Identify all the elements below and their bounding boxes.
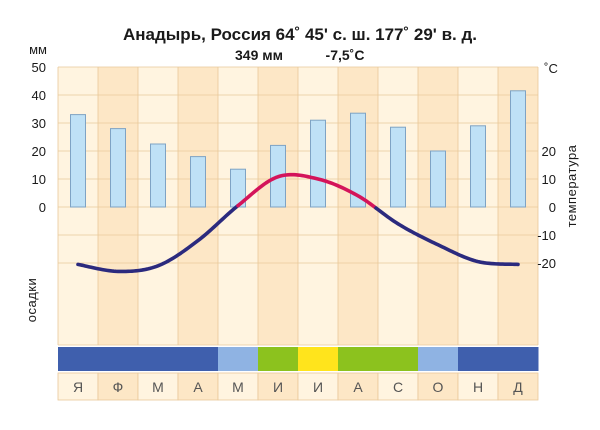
precipitation-axis-title: осадки <box>24 278 39 323</box>
month-label-cell <box>137 372 179 401</box>
month-label-cell <box>337 372 379 401</box>
season-band-cell <box>418 347 459 371</box>
precipitation-bar <box>390 126 406 208</box>
precipitation-bar <box>430 150 446 208</box>
precipitation-axis: 50 40 30 20 10 0 <box>32 60 46 215</box>
month-label-cell <box>417 372 459 401</box>
month-label-cell <box>377 372 419 401</box>
season-band-cell <box>258 347 299 371</box>
precipitation-bar <box>510 90 526 208</box>
temperature-tick-label: -10 <box>537 228 556 243</box>
precipitation-tick-label: 50 <box>32 60 46 75</box>
temperature-tick-label: -20 <box>537 256 556 271</box>
season-band-cell <box>458 347 499 371</box>
month-label: О <box>433 379 444 395</box>
temperature-tick-label: 10 <box>542 172 556 187</box>
precipitation-bar <box>70 114 86 208</box>
month-label: И <box>313 379 323 395</box>
month-label: С <box>393 379 403 395</box>
month-label: А <box>193 379 203 395</box>
temperature-line-below-zero <box>374 206 520 267</box>
precipitation-tick-label: 40 <box>32 88 46 103</box>
precipitation-bar <box>110 128 126 208</box>
temperature-unit: ˚C <box>544 61 558 76</box>
temperature-axis-title: температура <box>564 144 579 227</box>
month-label: Я <box>73 379 83 395</box>
season-band <box>58 347 539 371</box>
precipitation-tick-label: 30 <box>32 116 46 131</box>
month-label-cell <box>497 372 539 401</box>
temperature-axis: 20 10 0 -10 -20 <box>537 144 556 271</box>
precipitation-bar <box>150 143 166 208</box>
temperature-line-below-zero <box>76 203 240 274</box>
month-label: М <box>152 379 164 395</box>
season-band-cell <box>138 347 179 371</box>
season-band-cell <box>58 347 99 371</box>
precipitation-bar <box>190 156 206 208</box>
precipitation-bar <box>350 112 366 208</box>
temperature-tick-label: 0 <box>549 200 556 215</box>
season-band-cell <box>98 347 139 371</box>
precipitation-tick-label: 20 <box>32 144 46 159</box>
chart-title: Анадырь, Россия 64˚ 45' с. ш. 177˚ 29' в… <box>123 25 477 44</box>
temperature-line <box>76 172 520 274</box>
month-label: Н <box>473 379 483 395</box>
season-band-cell <box>338 347 379 371</box>
season-band-cell <box>218 347 259 371</box>
season-band-cell <box>298 347 339 371</box>
month-label-cell <box>457 372 499 401</box>
precipitation-unit: мм <box>29 42 47 57</box>
season-band-cell <box>178 347 219 371</box>
month-label-cell <box>217 372 259 401</box>
precipitation-tick-label: 10 <box>32 172 46 187</box>
month-label: М <box>232 379 244 395</box>
grid-lines <box>57 66 539 346</box>
month-label: Ф <box>113 379 124 395</box>
annual-temperature: -7,5˚C <box>326 47 365 63</box>
temperature-line-above-zero <box>236 172 378 210</box>
month-label: И <box>273 379 283 395</box>
precipitation-bar <box>310 119 326 208</box>
month-label: А <box>353 379 363 395</box>
month-label-cell <box>97 372 139 401</box>
season-band-cell <box>378 347 419 371</box>
annual-precipitation: 349 мм <box>235 47 283 63</box>
month-label-cell <box>297 372 339 401</box>
season-band-cell <box>498 347 539 371</box>
month-label: Д <box>513 379 523 395</box>
precipitation-tick-label: 0 <box>39 200 46 215</box>
month-label-cell <box>257 372 299 401</box>
precipitation-bar <box>470 125 486 208</box>
temperature-tick-label: 20 <box>542 144 556 159</box>
precipitation-bars <box>70 90 526 208</box>
